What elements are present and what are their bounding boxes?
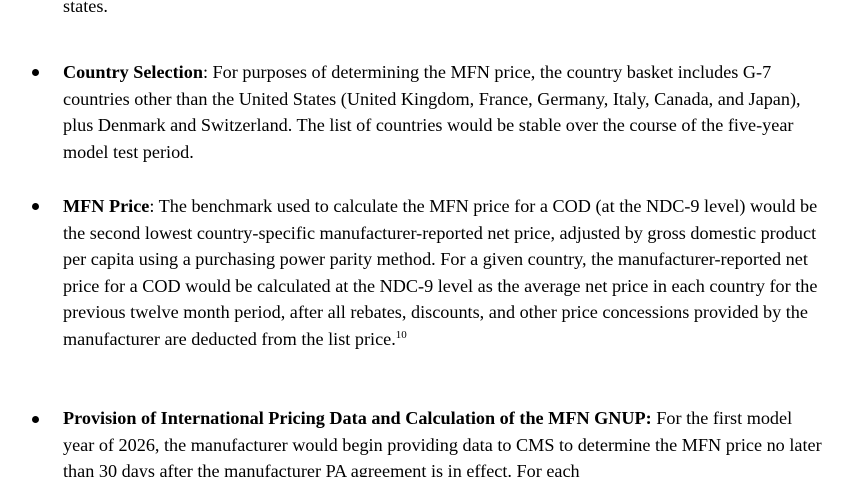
- list-item-international-pricing: Provision of International Pricing Data …: [63, 405, 823, 477]
- item-heading: MFN Price: [63, 196, 150, 216]
- bullet-icon: [30, 203, 40, 213]
- list-item-mfn-price: MFN Price: The benchmark used to calcula…: [63, 193, 823, 352]
- footnote-marker: 10: [395, 328, 407, 341]
- list-item-country-selection: Country Selection: For purposes of deter…: [63, 59, 823, 165]
- item-heading: Country Selection: [63, 62, 203, 82]
- bullet-icon: [30, 69, 40, 79]
- item-body: For the first model year of 2026, the ma…: [63, 408, 822, 477]
- item-body: : The benchmark used to calculate the MF…: [63, 196, 818, 349]
- item-body: : For purposes of determining the MFN pr…: [63, 62, 801, 162]
- partial-line-text: states.: [63, 0, 108, 16]
- partial-text-line: states.: [63, 0, 108, 20]
- item-heading: Provision of International Pricing Data …: [63, 408, 652, 428]
- bullet-icon: [30, 416, 40, 426]
